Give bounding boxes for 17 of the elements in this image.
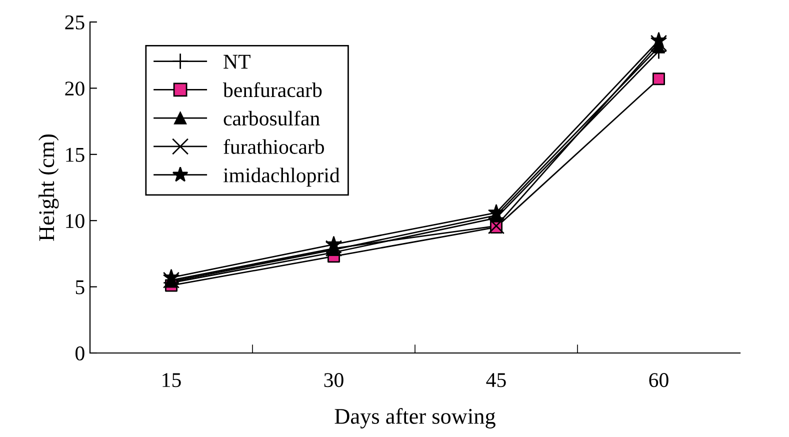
y-tick-label: 20 <box>65 82 84 96</box>
x-tick-label: 60 <box>649 373 668 388</box>
y-tick-label: 15 <box>66 148 84 162</box>
x-axis-title: Days after sowing <box>334 408 496 428</box>
legend-label: benfuracarb <box>223 82 322 98</box>
x-tick-label: 45 <box>486 373 506 388</box>
y-tick-label: 25 <box>65 15 84 30</box>
legend-label: NT <box>224 54 250 69</box>
y-axis-title: Height (cm) <box>38 134 59 241</box>
x-tick-label: 15 <box>162 373 181 388</box>
y-tick-label: 10 <box>66 214 84 228</box>
legend-label: imidachloprid <box>223 168 340 187</box>
x-tick-label: 30 <box>324 373 344 388</box>
y-tick-label: 5 <box>76 280 84 294</box>
y-tick-label: 0 <box>76 346 84 360</box>
legend-label: carbosulfan <box>224 110 320 126</box>
legend-label: furathiocarb <box>224 139 324 154</box>
